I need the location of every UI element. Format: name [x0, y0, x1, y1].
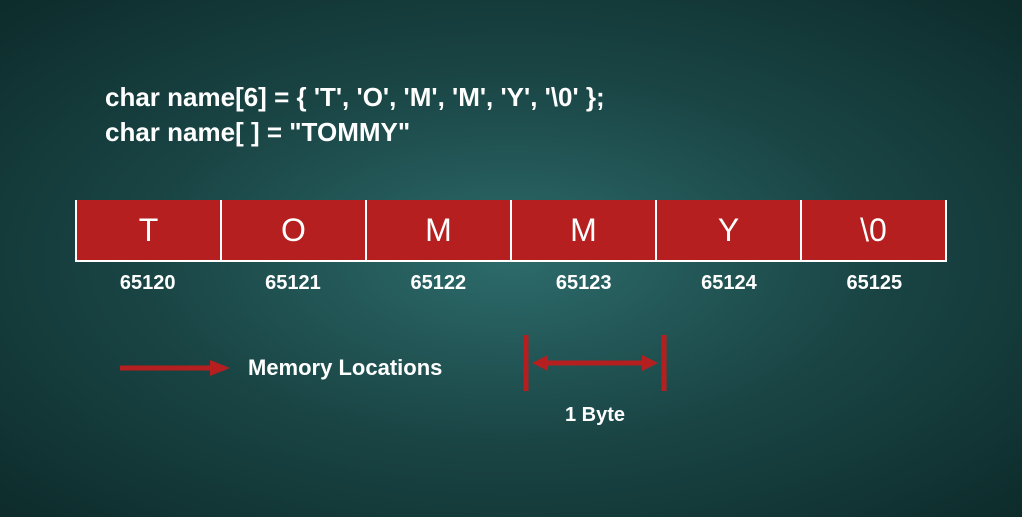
byte-indicator: 1 Byte: [520, 335, 670, 427]
memory-address: 65125: [802, 272, 947, 295]
array-cell: M: [510, 200, 655, 260]
array-cell: Y: [655, 200, 800, 260]
memory-address: 65124: [656, 272, 801, 295]
byte-span-icon: [520, 335, 670, 391]
arrow-icon: [120, 358, 230, 378]
array-cell: T: [75, 200, 220, 260]
byte-label: 1 Byte: [520, 404, 670, 427]
code-line-2: char name[ ] = "TOMMY": [105, 115, 605, 150]
memory-address: 65123: [511, 272, 656, 295]
code-block: char name[6] = { 'T', 'O', 'M', 'M', 'Y'…: [105, 80, 605, 150]
legend-label: Memory Locations: [248, 355, 442, 381]
code-line-1: char name[6] = { 'T', 'O', 'M', 'M', 'Y'…: [105, 80, 605, 115]
legend: Memory Locations: [120, 355, 442, 381]
address-row: 65120 65121 65122 65123 65124 65125: [75, 272, 947, 295]
memory-address: 65120: [75, 272, 220, 295]
memory-address: 65121: [220, 272, 365, 295]
array-cell: O: [220, 200, 365, 260]
memory-address: 65122: [366, 272, 511, 295]
array-cell: M: [365, 200, 510, 260]
array-row: T O M M Y \0: [75, 200, 947, 262]
array-cell: \0: [800, 200, 947, 260]
